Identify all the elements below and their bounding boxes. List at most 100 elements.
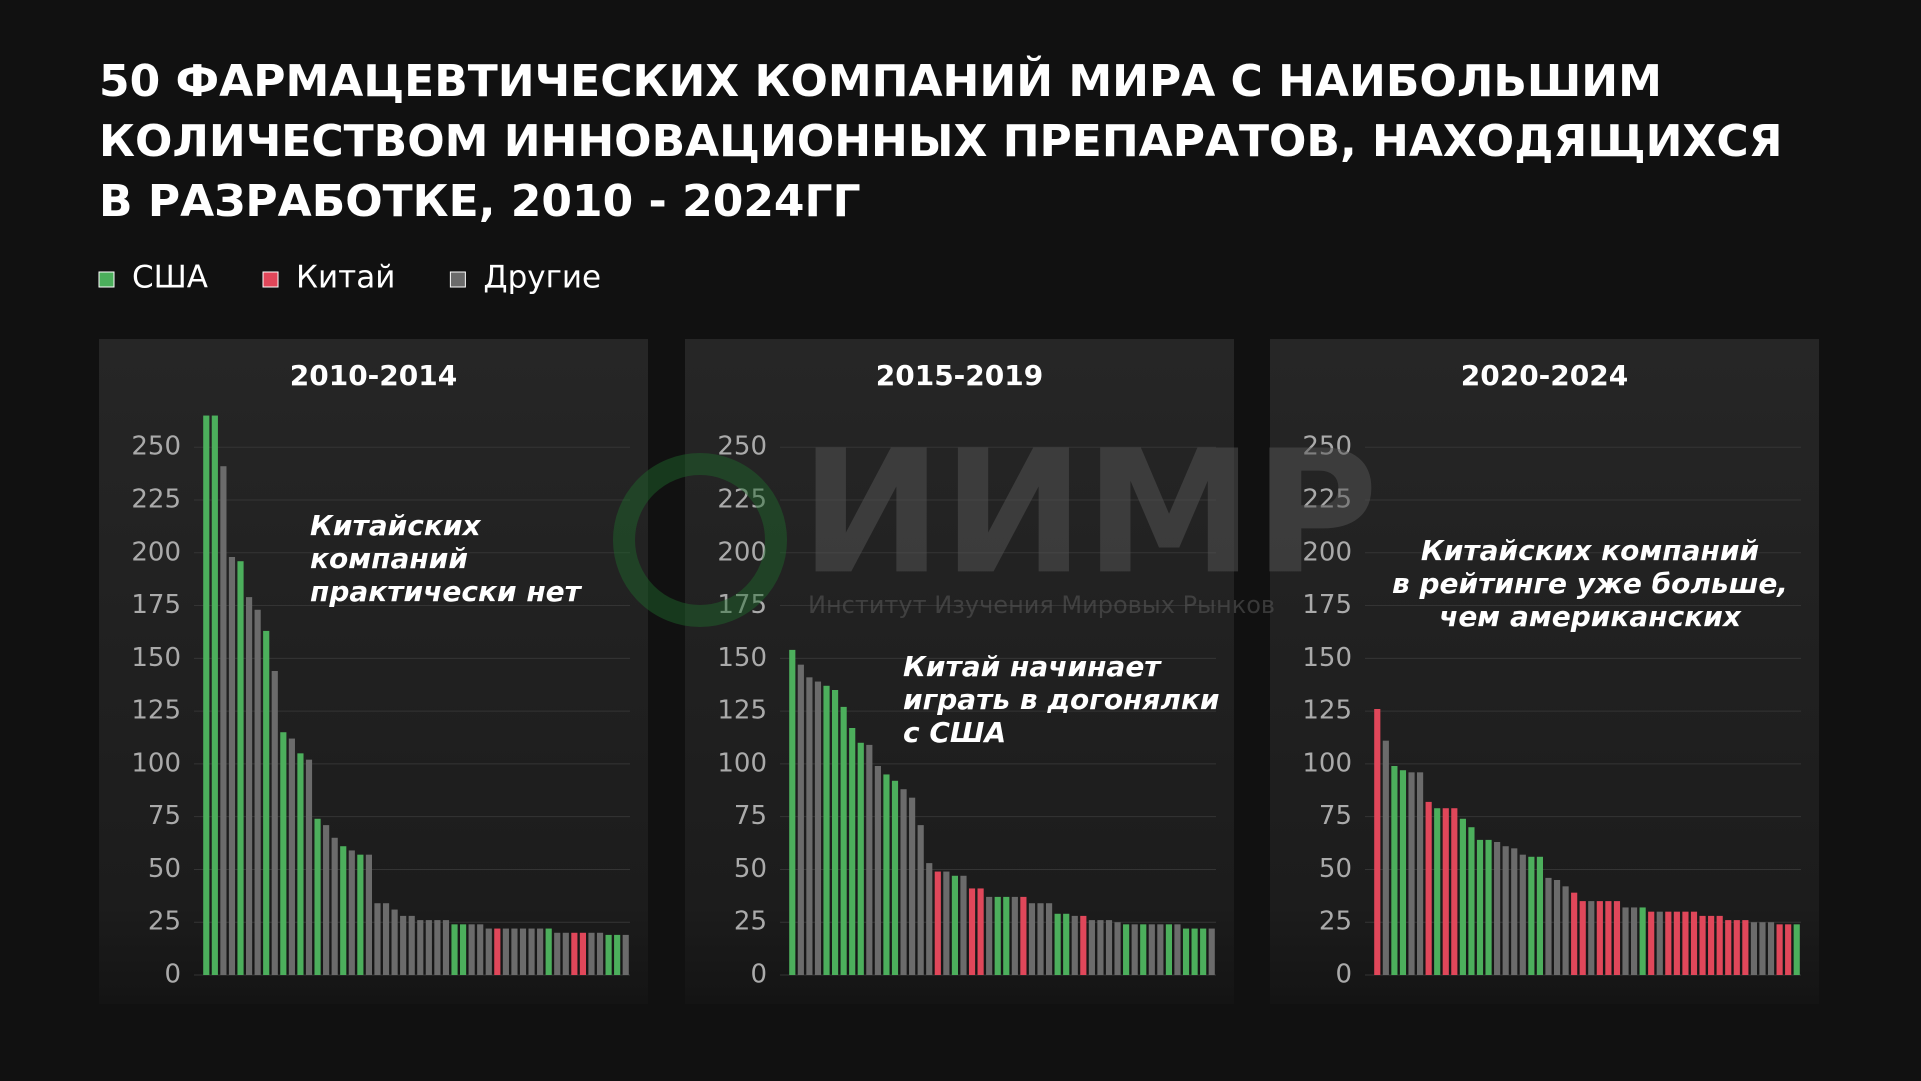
bar <box>1785 924 1792 975</box>
legend-label: Китай <box>296 260 395 296</box>
y-tick-label: 75 <box>148 801 181 831</box>
bar <box>502 928 509 975</box>
bar <box>391 909 398 975</box>
bar <box>1665 911 1672 975</box>
y-tick-label: 200 <box>717 537 767 567</box>
y-tick-label: 225 <box>1302 485 1352 515</box>
bar <box>357 854 364 975</box>
bar <box>1468 827 1475 975</box>
bar <box>1639 907 1646 975</box>
annotation: Китай начинает <box>903 650 1162 683</box>
bar <box>554 932 561 975</box>
bar <box>1028 903 1036 975</box>
bar <box>1690 911 1698 975</box>
bar <box>1622 907 1629 975</box>
bar <box>1767 922 1775 975</box>
annotation: чем американских <box>1439 600 1742 633</box>
bar <box>1045 903 1053 975</box>
y-tick-label: 25 <box>734 907 767 937</box>
bar <box>806 677 813 975</box>
bar <box>986 896 993 975</box>
bar <box>1648 911 1655 975</box>
bar <box>1182 928 1190 975</box>
bar <box>1459 818 1466 975</box>
y-tick-label: 250 <box>1302 432 1352 462</box>
bar <box>1416 772 1424 975</box>
bar <box>434 920 441 975</box>
title-line: В РАЗРАБОТКЕ, 2010 - 2024ГГ <box>99 176 861 227</box>
bar <box>1536 856 1544 975</box>
bar <box>891 780 899 975</box>
bar <box>866 744 873 975</box>
bar <box>537 928 544 975</box>
bar <box>1511 848 1518 975</box>
bar <box>528 928 535 975</box>
y-tick-label: 100 <box>717 748 767 778</box>
bar <box>1750 922 1758 975</box>
bar <box>459 924 467 975</box>
bar <box>857 742 864 975</box>
bar <box>1391 766 1398 975</box>
bar <box>340 846 347 975</box>
bar <box>245 597 253 975</box>
bar <box>789 649 796 975</box>
bar <box>1003 896 1010 975</box>
bar <box>917 825 924 975</box>
bar <box>1114 922 1121 975</box>
bar <box>1776 924 1783 975</box>
y-tick-label: 125 <box>1302 696 1352 726</box>
panel <box>99 339 648 1004</box>
bar <box>1208 928 1215 975</box>
bar <box>994 896 1001 975</box>
bar <box>622 934 629 975</box>
bar <box>425 920 432 975</box>
legend-label: Другие <box>483 260 601 296</box>
bar <box>211 415 218 975</box>
bar <box>1759 922 1766 975</box>
bar <box>348 850 355 975</box>
bar <box>1553 880 1561 975</box>
bar <box>1562 886 1569 975</box>
bar <box>1382 740 1389 975</box>
bar <box>271 671 278 975</box>
y-tick-label: 25 <box>1319 907 1352 937</box>
bar <box>297 753 304 975</box>
bar <box>1425 801 1432 975</box>
bar <box>365 854 373 975</box>
bar <box>1105 920 1113 975</box>
bar <box>1605 901 1612 975</box>
title-line: 50 ФАРМАЦЕВТИЧЕСКИХ КОМПАНИЙ МИРА С НАИБ… <box>99 54 1662 107</box>
bar <box>468 924 475 975</box>
bar <box>614 934 621 975</box>
legend-label: США <box>132 260 208 296</box>
y-tick-label: 25 <box>148 907 181 937</box>
bar <box>874 766 881 975</box>
bar <box>951 875 959 975</box>
bar <box>1157 924 1164 975</box>
y-tick-label: 0 <box>750 960 767 990</box>
bar <box>1037 903 1044 975</box>
bar <box>1399 770 1407 975</box>
bar <box>1123 924 1130 975</box>
bar <box>220 466 227 975</box>
bar <box>1054 913 1061 975</box>
bar <box>1545 877 1552 975</box>
bar <box>1571 892 1578 975</box>
bar <box>1476 839 1484 975</box>
bar <box>1742 920 1749 975</box>
bar <box>1682 911 1689 975</box>
bar <box>588 932 595 975</box>
bar <box>1165 924 1173 975</box>
bar <box>1140 924 1147 975</box>
panel <box>1270 339 1819 1004</box>
annotation: играть в догонялки <box>903 683 1220 716</box>
annotation: практически нет <box>310 575 583 608</box>
y-tick-label: 50 <box>734 854 767 884</box>
bar <box>417 920 424 975</box>
bar <box>1191 928 1198 975</box>
bar <box>1699 915 1706 975</box>
watermark-subtitle: Институт Изучения Мировых Рынков <box>808 591 1275 619</box>
bar <box>579 932 587 975</box>
bar <box>1596 901 1603 975</box>
